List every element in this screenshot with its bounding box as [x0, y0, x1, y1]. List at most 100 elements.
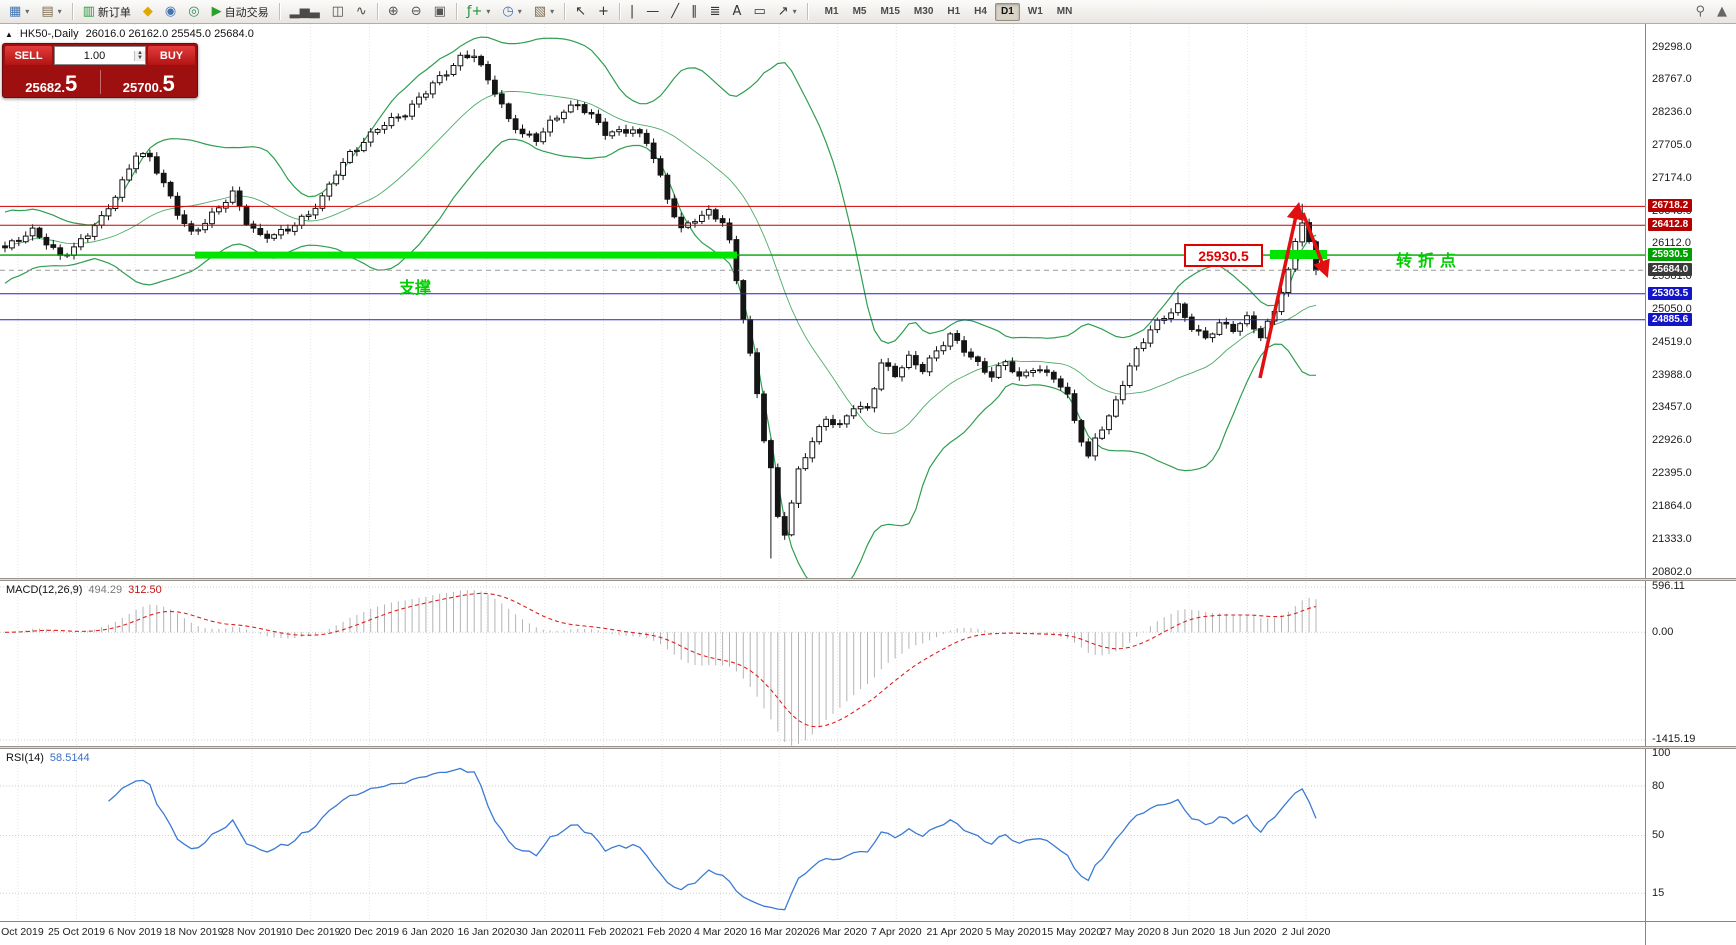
date-label: 28 Nov 2019	[222, 926, 282, 938]
zoom-out-button[interactable]: ⊖	[406, 2, 427, 22]
toolbar-separator	[806, 3, 808, 20]
price-axis[interactable]: 29298.028767.028236.027705.027174.026643…	[1646, 0, 1736, 945]
indicators-button[interactable]: ƒ+ ▾	[462, 2, 496, 22]
date-label: 6 Nov 2019	[108, 926, 162, 938]
timeframe-mn[interactable]: MN	[1056, 6, 1073, 17]
tile-windows-button[interactable]: ▣	[429, 2, 451, 22]
turning-point-annotation[interactable]: 转折点	[1396, 253, 1463, 270]
zoom-in-button[interactable]: ⊕	[383, 2, 404, 22]
date-label: 26 Mar 2020	[808, 926, 868, 938]
editor-icon[interactable]: ◆	[138, 2, 158, 22]
one-click-collapse-icon[interactable]: ▲	[5, 29, 13, 39]
arrows-icon: ↗	[777, 4, 789, 19]
macd-axis-label: -1415.19	[1652, 733, 1696, 746]
toolbar-right: ⚲ ▲	[1689, 2, 1733, 22]
dropdown-icon[interactable]: ▾	[57, 7, 62, 16]
toolbar-separator	[278, 3, 280, 20]
timeframe-h1[interactable]: H1	[947, 6, 961, 17]
auto-trading-button-label: 自动交易	[224, 6, 269, 19]
candles-chart-button[interactable]: ◫	[327, 2, 349, 22]
periods-button[interactable]: ◷ ▾	[497, 2, 526, 22]
trendline-button[interactable]: ╱	[666, 2, 684, 22]
buy-price: 25700. 5	[122, 71, 175, 97]
chart-header: ▲ HK50-,Daily 26016.0 26162.0 25545.0 25…	[5, 28, 254, 40]
date-label: 10 Dec 2019	[280, 926, 341, 938]
new-chart-button[interactable]: ▦ ▾	[4, 2, 34, 22]
macd-axis-label: 596.11	[1652, 580, 1685, 593]
price-axis-label: 29298.0	[1652, 40, 1692, 53]
dropdown-icon[interactable]: ▾	[792, 7, 797, 16]
macd-name: MACD(12,26,9)	[6, 584, 83, 596]
price-axis-label: 28767.0	[1652, 73, 1692, 86]
label-icon: ▭	[753, 4, 766, 19]
auto-trading-button[interactable]: ▶ 自动交易	[207, 2, 274, 22]
price-badge: 25684.0	[1648, 263, 1693, 277]
price-axis-label: 22926.0	[1652, 434, 1692, 447]
auto-trading-icon: ▶	[211, 4, 222, 19]
sell-button[interactable]: SELL	[5, 46, 52, 65]
timeframe-w1[interactable]: W1	[1027, 6, 1043, 17]
timeframe-h4[interactable]: H4	[974, 6, 987, 17]
cursor-button[interactable]: ↖	[570, 2, 591, 22]
timeframe-m15[interactable]: M15	[880, 6, 900, 17]
price-axis-label: 27705.0	[1652, 138, 1692, 151]
rsi-axis-label: 50	[1652, 829, 1665, 841]
date-label: 25 Oct 2019	[47, 926, 106, 938]
date-label: 2 Jul 2020	[1281, 926, 1331, 938]
zoom-in-icon: ⊕	[387, 4, 399, 19]
date-label: 30 Jan 2020	[516, 926, 574, 938]
volume-spinner[interactable]: ▲ ▼	[134, 50, 145, 61]
timeframe-m5[interactable]: M5	[852, 6, 867, 17]
price-callout-annotation[interactable]: 25930.5	[1184, 244, 1263, 267]
date-label: 15 May 2020	[1041, 926, 1103, 938]
volume-value[interactable]: 1.00	[83, 49, 106, 62]
editor-icon: ◆	[142, 4, 153, 19]
timeframe-m30[interactable]: M30	[913, 6, 934, 17]
arrows-button[interactable]: ↗ ▾	[773, 2, 802, 22]
toolbar-separator	[376, 3, 378, 20]
timeframe-m1[interactable]: M1	[824, 6, 839, 17]
vertical-line-button[interactable]: |	[625, 2, 639, 22]
price-badge: 26718.2	[1648, 199, 1693, 213]
search-icon-button[interactable]: ⚲	[1690, 2, 1710, 22]
macd-main-value: 494.29	[88, 584, 123, 596]
templates-button[interactable]: ▧ ▾	[529, 2, 559, 22]
market-icon: ◎	[188, 4, 200, 19]
trendline-icon: ╱	[671, 4, 680, 19]
profiles-button[interactable]: ▤ ▾	[36, 2, 66, 22]
label-button[interactable]: ▭	[748, 2, 770, 22]
one-click-trading-panel: SELL 1.00 ▲ ▼ BUY 25682. 5 25700. 5	[2, 43, 198, 98]
volume-down-button[interactable]: ▼	[135, 55, 145, 61]
volume-up-button[interactable]: ▲	[135, 50, 145, 56]
line-chart-button[interactable]: ∿	[351, 2, 372, 22]
horizontal-line-button[interactable]: —	[641, 2, 664, 22]
market-icon[interactable]: ◎	[183, 2, 204, 22]
price-axis-label: 21333.0	[1652, 532, 1692, 545]
dropdown-icon[interactable]: ▾	[550, 7, 555, 16]
date-label: 11 Feb 2020	[574, 926, 633, 938]
dropdown-icon[interactable]: ▾	[25, 7, 30, 16]
text-button[interactable]: A	[728, 2, 747, 22]
support-annotation[interactable]: 支撑	[399, 280, 432, 297]
dropdown-icon[interactable]: ▾	[486, 7, 491, 16]
new-order-button[interactable]: ▥ 新订单	[78, 2, 136, 22]
community-icon[interactable]: ◉	[160, 2, 181, 22]
fibonacci-button[interactable]: ≣	[705, 2, 726, 22]
main-macd-splitter[interactable]	[0, 578, 1736, 581]
date-label: 20 Dec 2019	[339, 926, 400, 938]
rsi-label: RSI(14) 58.5144	[6, 752, 90, 764]
price-axis-label: 26112.0	[1652, 237, 1691, 250]
buy-button[interactable]: BUY	[148, 46, 195, 65]
timeframe-d1[interactable]: D1	[994, 2, 1020, 21]
macd-rsi-splitter[interactable]	[0, 746, 1736, 749]
quick-nav-icon-button[interactable]: ▲	[1712, 2, 1732, 22]
tile-windows-icon: ▣	[433, 4, 446, 19]
dropdown-icon[interactable]: ▾	[517, 7, 522, 16]
channel-button[interactable]: ∥	[686, 2, 703, 22]
crosshair-button[interactable]: +	[593, 2, 614, 22]
volume-field[interactable]: 1.00 ▲ ▼	[54, 46, 146, 65]
bars-chart-button[interactable]: ▂▅▃	[285, 2, 325, 22]
